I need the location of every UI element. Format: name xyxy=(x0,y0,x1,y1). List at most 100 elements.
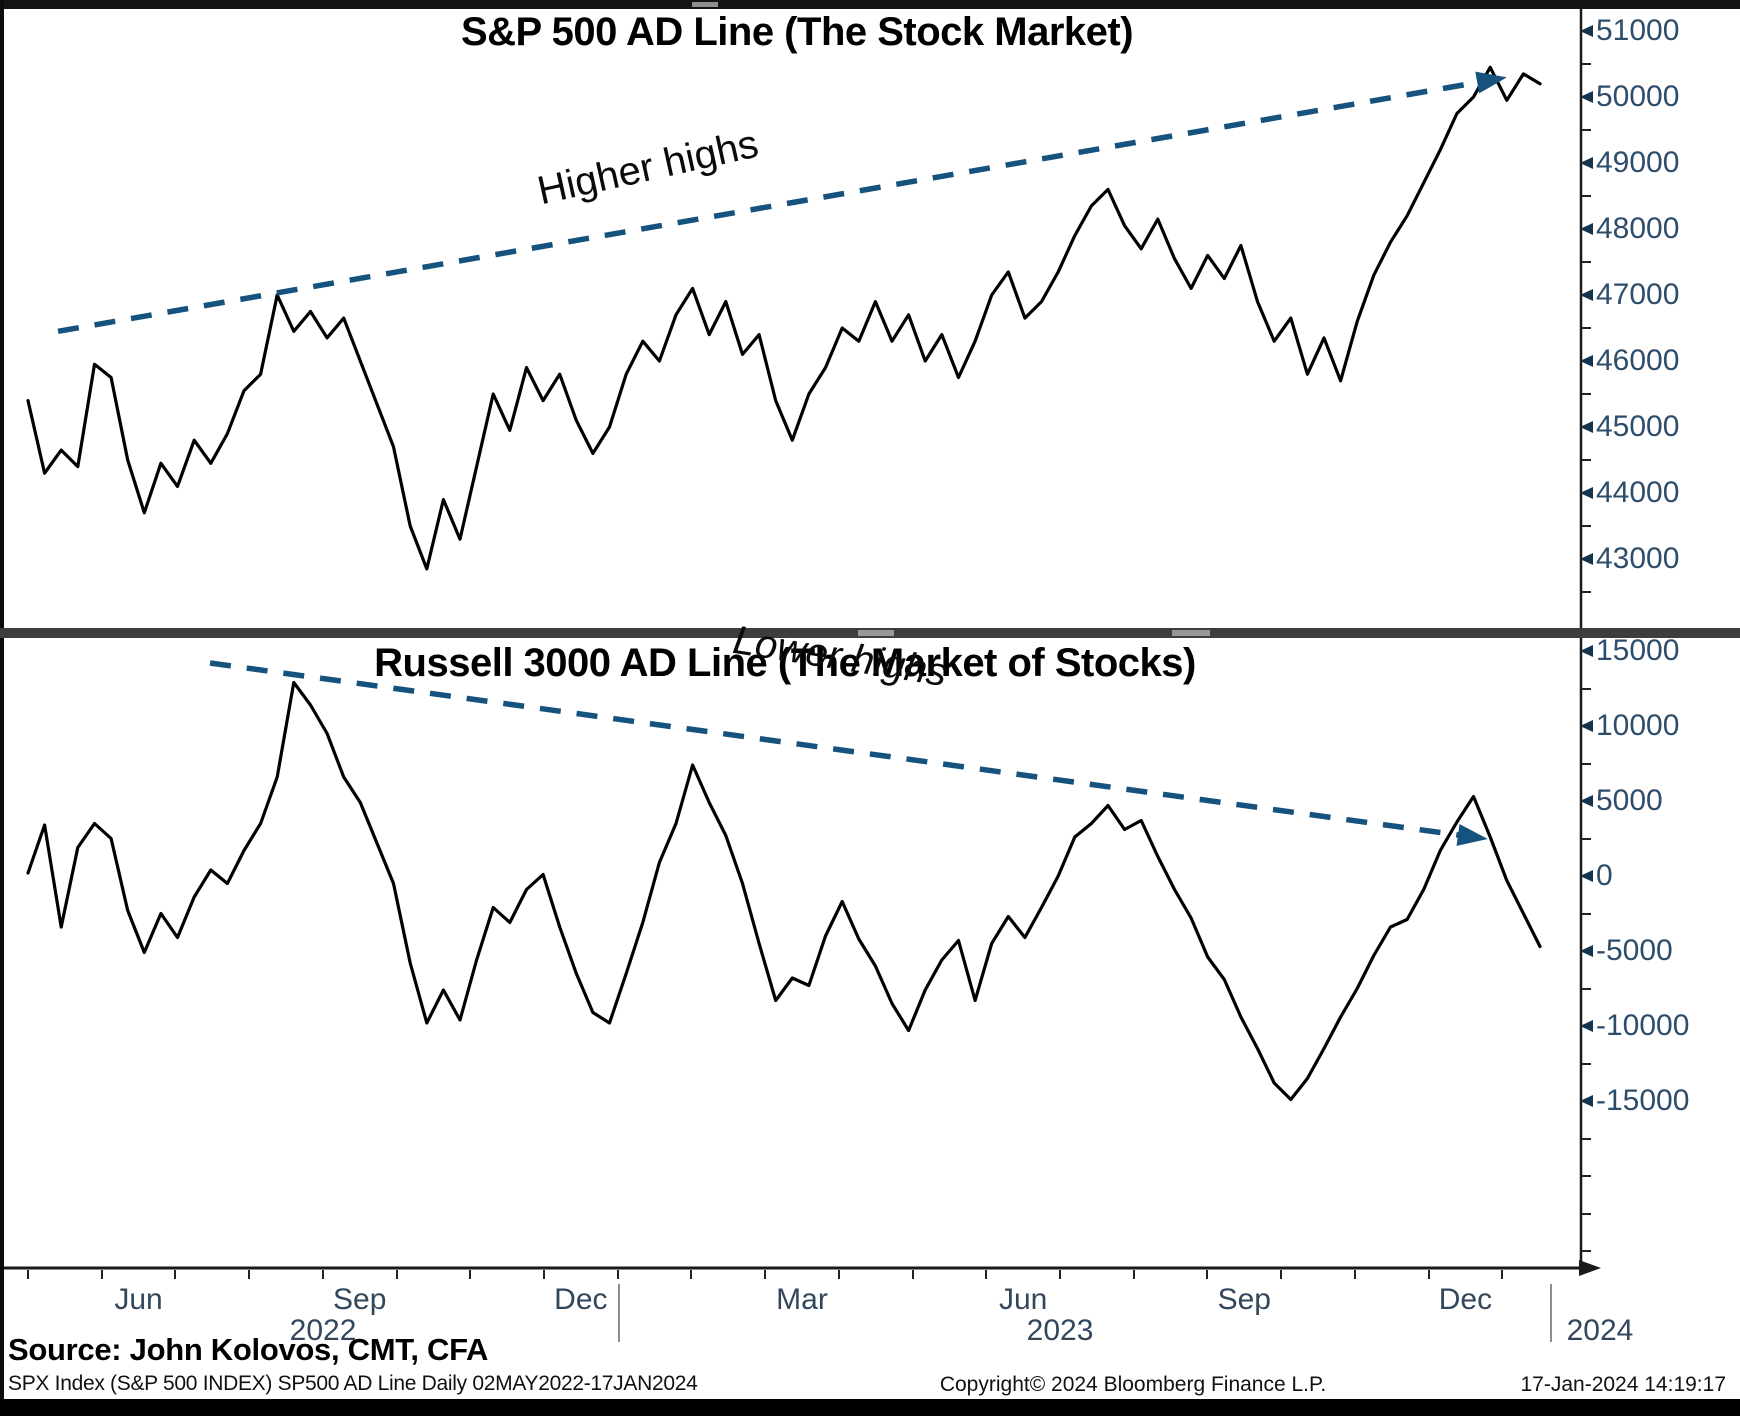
y-minor-tick xyxy=(1581,1250,1591,1252)
chart-timestamp: 17-Jan-2024 14:19:17 xyxy=(1520,1373,1727,1396)
x-tick xyxy=(1427,1270,1430,1279)
panel-divider xyxy=(0,628,1740,638)
y-minor-tick xyxy=(1581,837,1591,840)
y-minor-tick xyxy=(1581,1137,1591,1140)
y-tick-mark xyxy=(1580,421,1593,433)
y-minor-tick xyxy=(1581,1212,1591,1215)
x-tick xyxy=(1280,1270,1283,1279)
y-minor-tick xyxy=(1581,393,1591,395)
y-tick-mark xyxy=(1580,945,1593,957)
y-tick-value: 47000 xyxy=(1596,278,1680,311)
x-tick-label-year: 2024 xyxy=(1566,1314,1634,1347)
x-tick xyxy=(248,1270,251,1279)
y-tick-value: -10000 xyxy=(1596,1009,1690,1042)
top-splitter-handle[interactable] xyxy=(692,2,718,7)
y-tick-mark xyxy=(1580,355,1593,367)
y-minor-tick xyxy=(1581,62,1591,65)
x-tick xyxy=(837,1270,840,1279)
top-panel-title: S&P 500 AD Line (The Stock Market) xyxy=(460,10,1134,54)
y-tick-label: 45000 xyxy=(1580,410,1680,443)
y-tick-mark xyxy=(1580,289,1593,301)
window-top-border xyxy=(0,0,1740,9)
y-tick-value: 10000 xyxy=(1596,709,1680,742)
y-tick-value: 46000 xyxy=(1596,344,1680,377)
x-tick-label-month: Mar xyxy=(776,1283,828,1316)
x-tick xyxy=(321,1270,324,1279)
panel-splitter-handle[interactable] xyxy=(858,630,894,636)
y-tick-label: 49000 xyxy=(1580,145,1680,179)
sp500-trendline-arrowhead xyxy=(1475,71,1507,94)
x-tick-label-month: Jun xyxy=(114,1283,163,1316)
sp500-trendline xyxy=(57,79,1482,335)
y-minor-tick xyxy=(1581,762,1591,765)
x-tick xyxy=(1353,1270,1356,1279)
y-tick-value: 50000 xyxy=(1596,79,1680,113)
x-tick-label-month: Jun xyxy=(998,1283,1048,1316)
y-tick-mark xyxy=(1580,90,1593,103)
x-tick xyxy=(27,1270,29,1279)
y-tick-value: -15000 xyxy=(1596,1084,1690,1117)
x-tick xyxy=(174,1270,177,1279)
sp500-ad-line-series xyxy=(26,65,1542,571)
y-minor-tick xyxy=(1581,260,1591,263)
x-tick xyxy=(1059,1270,1061,1279)
window-bottom-border xyxy=(0,1399,1740,1416)
y-tick-value: 5000 xyxy=(1596,784,1663,817)
bottom-panel-title: Russell 3000 AD Line (The Market of Stoc… xyxy=(374,641,1196,685)
y-minor-tick xyxy=(1581,459,1591,462)
y-minor-tick xyxy=(1581,912,1591,915)
y-tick-value: 49000 xyxy=(1596,145,1680,179)
y-tick-value: 15000 xyxy=(1596,634,1680,667)
year-divider-line xyxy=(617,1284,620,1342)
x-tick xyxy=(469,1270,472,1279)
russell3000-ad-line-series xyxy=(26,680,1542,1102)
y-tick-mark xyxy=(1580,222,1593,235)
x-tick-label-month: Dec xyxy=(1438,1283,1493,1316)
y-tick-label: 5000 xyxy=(1580,784,1663,817)
y-tick-label: 46000 xyxy=(1580,344,1680,377)
y-tick-value: 43000 xyxy=(1596,542,1680,576)
y-tick-value: -5000 xyxy=(1596,934,1673,967)
x-tick xyxy=(1501,1270,1504,1279)
y-tick-mark xyxy=(1580,720,1593,732)
russell3000-trendline xyxy=(209,660,1463,839)
security-description: SPX Index (S&P 500 INDEX) SP500 AD Line … xyxy=(8,1372,698,1395)
y-tick-label: 47000 xyxy=(1580,278,1680,311)
y-tick-mark xyxy=(1580,1020,1593,1032)
y-tick-mark xyxy=(1580,553,1593,566)
y-minor-tick xyxy=(1581,194,1591,197)
y-tick-label: -5000 xyxy=(1580,934,1673,967)
y-tick-label: -10000 xyxy=(1580,1009,1690,1042)
x-tick xyxy=(764,1270,767,1279)
copyright-notice: Copyright© 2024 Bloomberg Finance L.P. xyxy=(939,1373,1327,1396)
y-tick-label: 43000 xyxy=(1580,542,1680,576)
x-tick-label-month: Dec xyxy=(554,1283,608,1316)
y-tick-mark xyxy=(1580,1095,1593,1107)
year-divider-line xyxy=(1549,1284,1552,1342)
y-tick-mark xyxy=(1580,156,1593,169)
y-minor-tick xyxy=(1581,687,1591,690)
y-tick-label: 51000 xyxy=(1580,15,1679,45)
y-tick-label: -15000 xyxy=(1580,1084,1690,1117)
y-tick-value: 45000 xyxy=(1596,410,1680,443)
y-tick-value: 0 xyxy=(1596,859,1613,892)
y-tick-label: 0 xyxy=(1580,859,1613,892)
y-tick-mark xyxy=(1580,870,1593,882)
x-tick-label-year: 2023 xyxy=(1026,1314,1094,1347)
y-tick-value: 48000 xyxy=(1596,211,1680,245)
y-minor-tick xyxy=(1581,327,1591,329)
y-tick-value: 44000 xyxy=(1596,476,1680,510)
x-tick xyxy=(911,1270,914,1279)
x-tick-label-year: 2022 xyxy=(289,1314,357,1347)
x-tick xyxy=(985,1270,988,1279)
y-minor-tick xyxy=(1581,987,1591,990)
x-tick xyxy=(690,1270,693,1279)
x-tick xyxy=(616,1270,619,1279)
y-minor-tick xyxy=(1581,128,1591,131)
x-tick xyxy=(543,1270,545,1279)
window-left-border xyxy=(0,0,4,1399)
x-tick xyxy=(395,1270,398,1279)
panel-splitter-handle[interactable] xyxy=(1172,630,1210,636)
